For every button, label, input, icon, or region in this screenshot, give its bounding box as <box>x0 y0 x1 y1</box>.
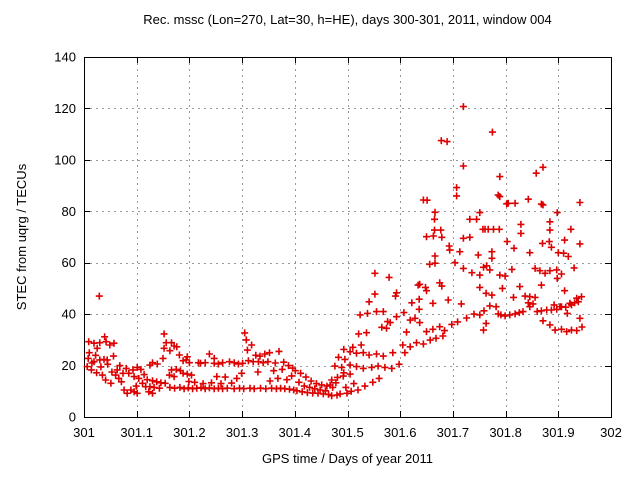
chart-title: Rec. mssc (Lon=270, Lat=30, h=HE), days … <box>143 12 552 27</box>
tick-marks <box>84 57 612 418</box>
y-tick-label: 20 <box>62 358 76 373</box>
y-tick-label: 60 <box>62 255 76 270</box>
x-tick-label: 301.4 <box>279 425 312 440</box>
x-tick-label: 301.1 <box>120 425 153 440</box>
x-tick-label: 302 <box>600 425 622 440</box>
x-tick-label: 301.7 <box>437 425 470 440</box>
data-points <box>83 103 586 400</box>
x-axis-label: GPS time / Days of year 2011 <box>262 451 433 466</box>
y-tick-label: 40 <box>62 307 76 322</box>
x-tick-label: 301.5 <box>331 425 364 440</box>
y-tick-label: 120 <box>54 101 76 116</box>
x-tick-label: 301.2 <box>173 425 206 440</box>
x-tick-label: 301.9 <box>542 425 575 440</box>
plot-border <box>84 57 612 418</box>
x-tick-label: 301.8 <box>489 425 522 440</box>
x-tick-label: 301.6 <box>384 425 417 440</box>
y-tick-label: 80 <box>62 204 76 219</box>
y-tick-label: 0 <box>69 410 76 425</box>
y-tick-label: 100 <box>54 152 76 167</box>
grid-lines <box>84 57 611 417</box>
x-tick-label: 301 <box>73 425 95 440</box>
x-tick-label: 301.3 <box>226 425 259 440</box>
y-tick-label: 140 <box>54 50 76 65</box>
